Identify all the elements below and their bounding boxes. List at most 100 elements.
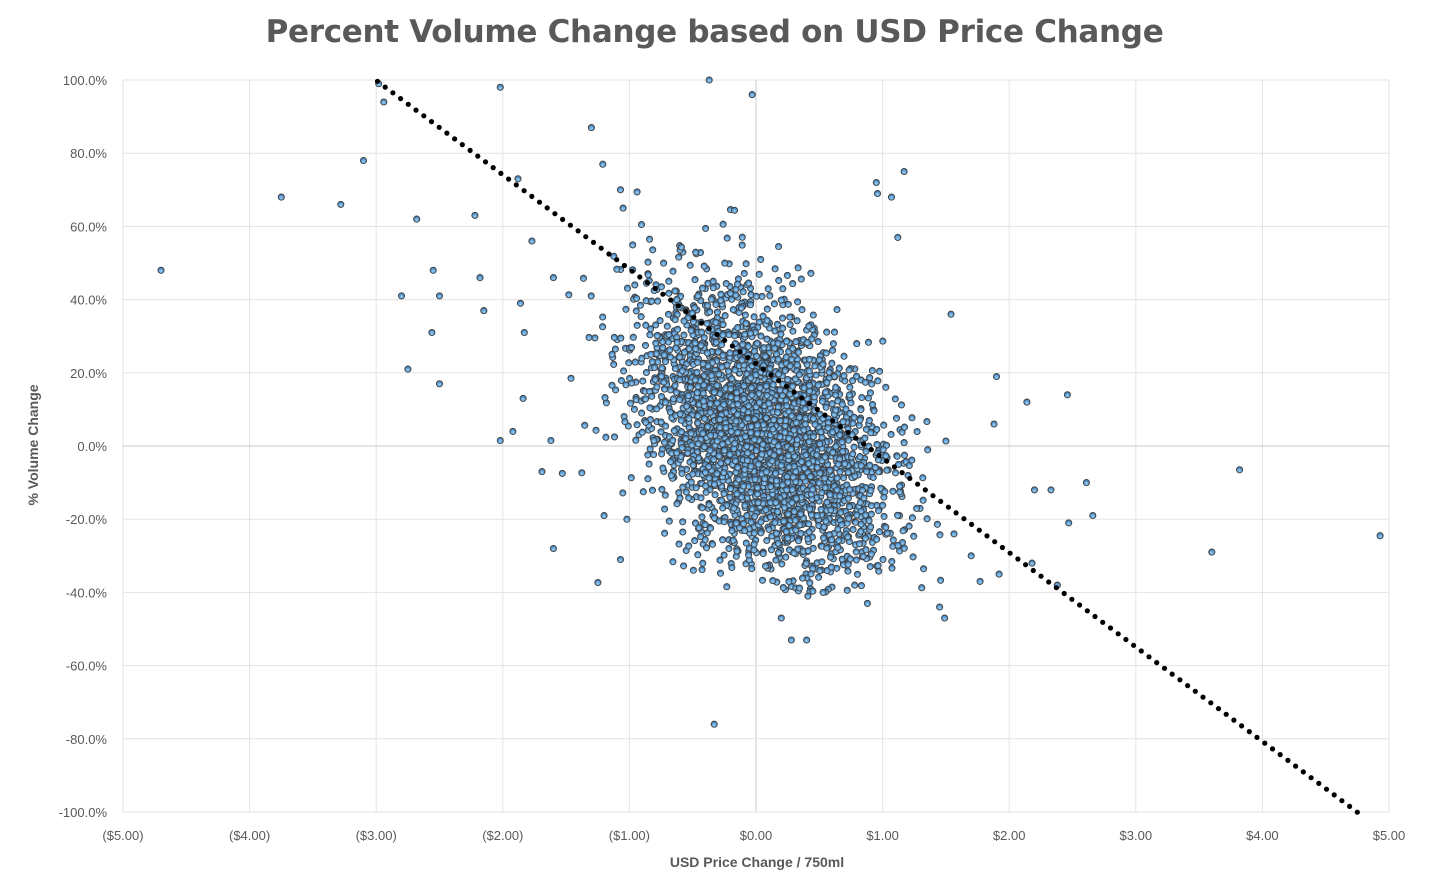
data-point — [936, 531, 944, 539]
data-point — [660, 438, 669, 446]
data-point — [836, 431, 844, 439]
data-point — [809, 311, 817, 319]
data-point — [871, 463, 879, 471]
data-point — [879, 501, 887, 509]
data-point — [789, 344, 797, 352]
data-point — [844, 468, 852, 476]
data-point — [810, 393, 818, 401]
data-point — [746, 329, 755, 337]
data-point — [665, 517, 673, 525]
data-point — [698, 284, 707, 292]
data-point — [774, 442, 782, 450]
data-point — [733, 280, 742, 288]
data-point — [882, 523, 890, 531]
trendline-dot — [1107, 625, 1114, 631]
data-point — [476, 274, 484, 282]
data-point — [600, 511, 608, 520]
data-point — [803, 338, 811, 346]
data-point — [637, 220, 646, 229]
data-point — [879, 445, 887, 453]
trendline-dot — [961, 516, 967, 522]
data-point — [741, 465, 749, 473]
data-point — [753, 490, 762, 498]
data-point — [673, 338, 681, 346]
data-point — [658, 364, 666, 372]
data-point — [804, 535, 812, 543]
data-point — [626, 399, 635, 407]
trendline-dot — [1123, 636, 1129, 643]
data-point — [496, 436, 504, 445]
data-point — [777, 296, 785, 304]
trendline-dot — [791, 389, 797, 395]
data-point — [808, 335, 816, 343]
data-point — [794, 264, 802, 272]
data-point — [674, 325, 682, 333]
data-point — [826, 490, 834, 499]
data-point — [587, 124, 595, 132]
data-point — [660, 259, 668, 267]
data-point — [1047, 486, 1055, 494]
data-point — [729, 305, 737, 314]
data-point — [840, 371, 848, 380]
data-point — [805, 528, 813, 536]
data-point — [694, 412, 702, 420]
data-point — [676, 410, 684, 418]
data-point — [652, 321, 660, 329]
data-point — [678, 367, 686, 375]
data-point — [685, 542, 693, 550]
data-point — [757, 332, 765, 340]
data-point — [712, 338, 720, 346]
data-point — [716, 423, 724, 431]
data-point — [516, 299, 525, 307]
trendline-dot — [637, 274, 643, 280]
trendline-dot — [992, 539, 998, 545]
data-point — [835, 536, 843, 544]
trendline-dot — [938, 498, 944, 504]
data-point — [806, 505, 814, 513]
data-point — [676, 494, 684, 502]
data-point — [689, 566, 697, 574]
y-tick-label: 80.0% — [70, 146, 107, 161]
data-point — [853, 511, 861, 519]
data-point — [891, 395, 899, 403]
data-point — [638, 428, 646, 436]
data-point — [992, 372, 1001, 381]
data-point — [748, 391, 756, 399]
trendline-dot — [1023, 562, 1029, 568]
data-point — [670, 427, 678, 435]
data-point — [726, 349, 734, 357]
data-point — [766, 291, 774, 300]
y-tick-label: 60.0% — [70, 219, 107, 234]
data-point — [918, 584, 926, 592]
trendline-dot — [706, 326, 712, 332]
trendline-dot — [737, 349, 743, 355]
data-point — [995, 570, 1003, 578]
data-point — [856, 452, 864, 461]
data-point — [821, 453, 829, 461]
data-point — [585, 333, 593, 341]
x-tick-label: $4.00 — [1246, 828, 1279, 843]
data-point — [908, 414, 916, 422]
data-point — [733, 394, 741, 402]
data-point — [763, 536, 771, 545]
data-point — [832, 442, 840, 450]
data-point — [822, 517, 830, 525]
data-point — [864, 394, 872, 402]
trendline-dot — [907, 475, 913, 481]
data-point — [654, 297, 662, 305]
data-point — [706, 308, 714, 316]
data-point — [669, 395, 677, 403]
data-point — [801, 405, 809, 413]
data-point — [1089, 511, 1097, 520]
data-point — [849, 419, 857, 427]
data-point — [1030, 486, 1039, 494]
data-point — [679, 528, 687, 536]
data-point — [784, 300, 792, 308]
data-point — [661, 505, 669, 513]
data-point — [628, 343, 636, 351]
data-point — [829, 448, 837, 456]
data-point — [860, 494, 868, 502]
data-point — [717, 430, 725, 438]
data-point — [713, 399, 721, 407]
y-tick-label: -20.0% — [66, 512, 108, 527]
